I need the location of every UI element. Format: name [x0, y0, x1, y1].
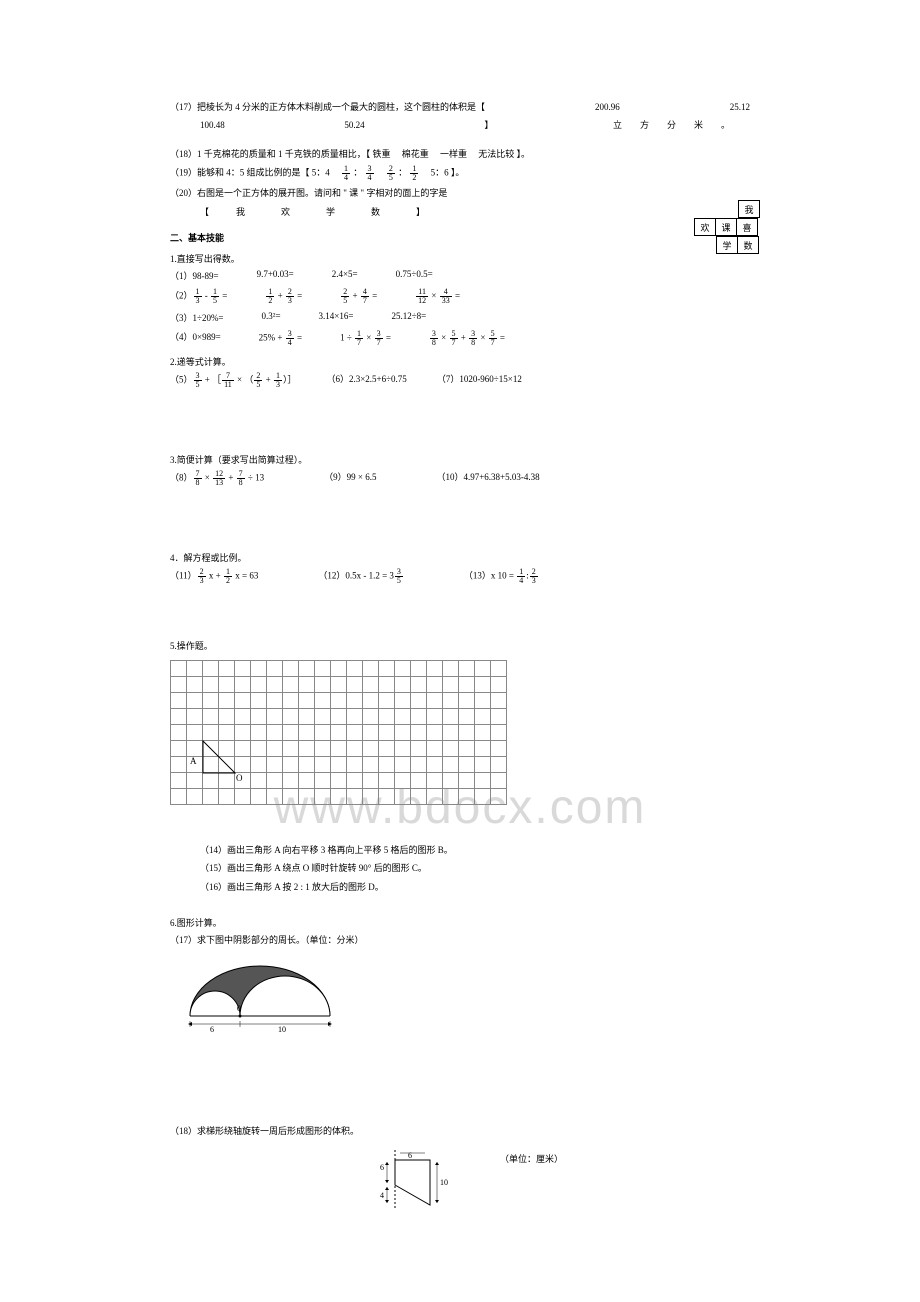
q17-line1: （17）把棱长为 4 分米的正方体木料削成一个最大的圆柱，这个圆柱的体积是【 2…	[170, 100, 750, 114]
q20-pre: （20）右图是一个正方体的展开图。请问和 " 课 " 字相对的面上的字是	[170, 188, 447, 198]
op14: （14）画出三角形 A 向右平移 3 格再向上平移 5 格后的图形 B。	[200, 843, 750, 857]
q17-opt-d: 50.24	[344, 118, 364, 132]
r1b: 9.7+0.03=	[257, 269, 294, 282]
grid-table	[170, 660, 507, 805]
r3d: 25.12÷8=	[391, 311, 426, 324]
cell-d: 喜	[736, 218, 758, 236]
g17-text: （17）求下图中阴影部分的周长。（单位：分米）	[170, 933, 750, 947]
r4b: 25% + 34 =	[259, 330, 302, 347]
tdim-lb: 4	[380, 1191, 384, 1200]
row5: （5）35 + ［711 × （25 + 13）］ （6）2.3×2.5+6÷0…	[170, 372, 750, 389]
document-page: （17）把棱长为 4 分米的正方体木料削成一个最大的圆柱，这个圆柱的体积是【 2…	[0, 0, 920, 1288]
r1d: 0.75÷0.5=	[396, 269, 433, 282]
q19-mid1: ：	[353, 168, 362, 178]
frac-2-5: 25	[387, 165, 395, 182]
q17-bracket: 】	[484, 118, 493, 132]
sub6: 6.图形计算。	[170, 916, 750, 929]
q17-opt-c: 100.48	[200, 118, 225, 132]
row3: （3）1÷20%= 0.3²= 3.14×16= 25.12÷8=	[170, 311, 750, 324]
r5a: （5）35 + ［711 × （25 + 13）］	[170, 372, 296, 389]
r4d: 38 × 57 + 38 × 57 =	[429, 330, 505, 347]
row4: （4）0×989= 25% + 34 = 1 ÷ 17 × 37 = 38 × …	[170, 330, 750, 347]
r8b: （9）99 × 6.5	[324, 470, 376, 487]
q20-line2: 【 我 欢 学 数 】	[200, 205, 750, 219]
r3a: （3）1÷20%=	[170, 311, 224, 324]
frac-3-4: 34	[366, 165, 374, 182]
cell-c: 课	[715, 218, 737, 236]
sub5: 5.操作题。	[170, 639, 750, 652]
label-o: O	[236, 773, 243, 783]
g18-text: （18）求梯形绕轴旋转一周后形成图形的体积。	[170, 1124, 750, 1138]
r3b: 0.3²=	[262, 311, 281, 324]
row8: （8）78 × 1213 + 78 ÷ 13 （9）99 × 6.5 （10）4…	[170, 470, 750, 487]
q17-text: （17）把棱长为 4 分米的正方体木料削成一个最大的圆柱，这个圆柱的体积是【	[170, 100, 485, 114]
r11b: （12）0.5x - 1.2 = 335	[318, 568, 404, 585]
semicircle-svg: 0 6 10	[180, 956, 340, 1036]
r8a: （8）78 × 1213 + 78 ÷ 13	[170, 470, 264, 487]
r4a: （4）0×989=	[170, 330, 221, 347]
sub3: 3.简便计算（要求写出简算过程）。	[170, 453, 750, 466]
sub2: 2.递等式计算。	[170, 355, 750, 368]
semicircle-figure: 0 6 10	[180, 956, 750, 1036]
tdim-top: 6	[408, 1151, 412, 1160]
grid-figure: A O	[170, 660, 750, 805]
frac-1-2: 12	[410, 165, 418, 182]
q18: （18）1 千克棉花的质量和 1 千克铁的质量相比，【 铁重 棉花重 一样重 无…	[170, 147, 750, 161]
row1: （1）98-89= 9.7+0.03= 2.4×5= 0.75÷0.5=	[170, 269, 750, 282]
r5c: （7）1020-960÷15×12	[437, 372, 522, 389]
r11c: （13）x 10 = 14:23	[464, 568, 539, 585]
r2b: 12 + 23 =	[265, 288, 302, 305]
r11a: （11）23 x + 12 x = 63	[170, 568, 258, 585]
r3c: 3.14×16=	[319, 311, 354, 324]
dim-6: 6	[210, 1025, 214, 1034]
row2: （2）13 - 15 = 12 + 23 = 25 + 47 = 1112 × …	[170, 288, 750, 305]
r1c: 2.4×5=	[332, 269, 358, 282]
q17-line2: 100.48 50.24 】 立 方 分 米 。	[200, 118, 750, 132]
q19-post: 5：6 】。	[431, 168, 465, 178]
q17-opt-b: 25.12	[730, 100, 750, 114]
label-a: A	[190, 756, 197, 766]
cell-a: 我	[738, 200, 760, 218]
frac-1-4: 14	[342, 165, 350, 182]
q19-pre: （19）能够和 4：5 组成比例的是【 5：4	[170, 168, 330, 178]
cell-f: 数	[737, 236, 759, 254]
trapezoid-svg: 6 6 4 10	[370, 1150, 490, 1220]
g18-unit: （单位：厘米）	[500, 1152, 563, 1165]
tdim-lt: 6	[380, 1163, 384, 1172]
q20-line1: （20）右图是一个正方体的展开图。请问和 " 课 " 字相对的面上的字是	[170, 186, 750, 200]
q18-text: （18）1 千克棉花的质量和 1 千克铁的质量相比，【 铁重 棉花重 一样重 无…	[170, 149, 530, 159]
row11: （11）23 x + 12 x = 63 （12）0.5x - 1.2 = 33…	[170, 568, 750, 585]
tdim-r: 10	[440, 1178, 448, 1187]
r2a: （2）13 - 15 =	[170, 288, 227, 305]
q19-mid2: ：	[398, 168, 407, 178]
op15: （15）画出三角形 A 绕点 O 顺时针旋转 90° 后的图形 C。	[200, 861, 750, 875]
q19: （19）能够和 4：5 组成比例的是【 5：4 14 ： 34 25 ： 12 …	[170, 165, 750, 182]
r4c: 1 ÷ 17 × 37 =	[340, 330, 391, 347]
q17-opt-a: 200.96	[595, 100, 620, 114]
r2d: 1112 × 433 =	[415, 288, 460, 305]
r5b: （6）2.3×2.5+6÷0.75	[326, 372, 406, 389]
op16: （16）画出三角形 A 按 2 : 1 放大后的图形 D。	[200, 880, 750, 894]
r1a: （1）98-89=	[170, 269, 219, 282]
sub1: 1.直接写出得数。	[170, 252, 750, 265]
cell-b: 欢	[694, 218, 716, 236]
svg-text:0: 0	[237, 1004, 241, 1013]
q20-choices: 【 我 欢 学 数 】	[200, 207, 425, 217]
cell-e: 学	[716, 236, 738, 254]
r8c: （10）4.97+6.38+5.03-4.38	[436, 470, 539, 487]
section2-title: 二、基本技能	[170, 231, 750, 244]
dim-10: 10	[278, 1025, 286, 1034]
r2c: 25 + 47 =	[340, 288, 377, 305]
sub4: 4．解方程或比例。	[170, 551, 750, 564]
cube-unfold: 我 欢 课 喜 学 数	[694, 200, 760, 254]
q17-tail: 立 方 分 米 。	[613, 118, 730, 132]
trapezoid-figure: 6 6 4 10	[370, 1150, 490, 1220]
